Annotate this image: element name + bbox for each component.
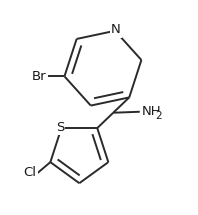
Text: Cl: Cl	[24, 166, 37, 180]
Text: N: N	[111, 23, 121, 37]
Text: Br: Br	[32, 70, 47, 83]
Text: 2: 2	[155, 111, 162, 121]
Text: NH: NH	[142, 105, 161, 118]
Text: S: S	[56, 121, 64, 134]
